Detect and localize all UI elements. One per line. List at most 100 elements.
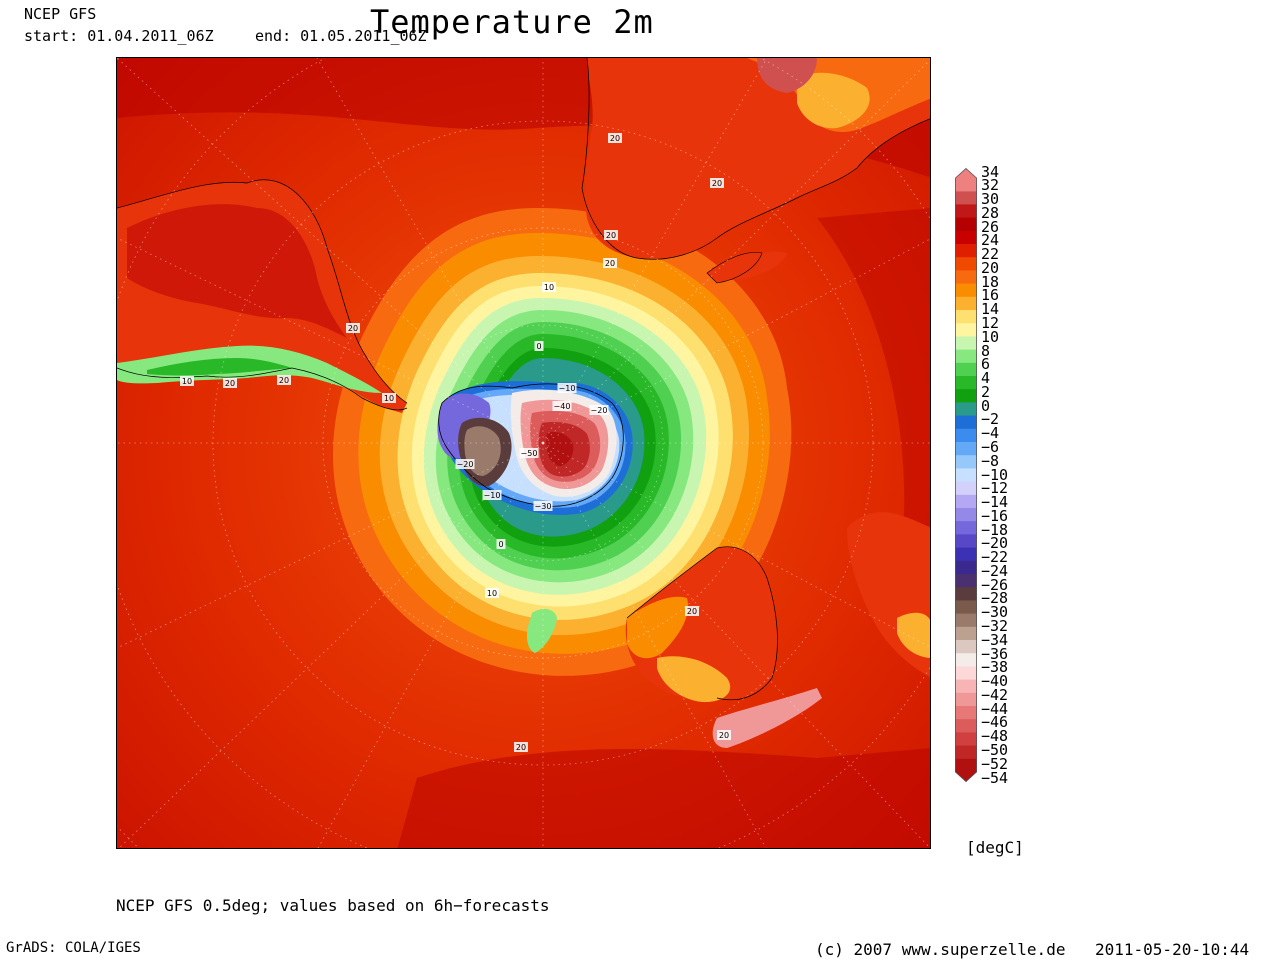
color-scale-swatch	[955, 666, 977, 681]
color-scale-label: −32	[981, 617, 1009, 635]
color-scale-label: −26	[981, 575, 1009, 594]
color-scale-label: 32	[981, 176, 1000, 195]
color-scale-swatch	[955, 521, 977, 535]
warm-band-east	[817, 208, 930, 578]
contour-label: 10	[382, 393, 396, 403]
color-scale-label: −20	[981, 534, 1009, 553]
color-scale-swatch	[955, 494, 977, 509]
color-scale-swatch	[955, 349, 977, 364]
color-scale-label: −2	[981, 410, 1000, 429]
color-scale-swatch	[955, 626, 977, 641]
color-scale-label: −8	[981, 451, 1000, 470]
svg-text:20: 20	[606, 231, 616, 240]
map-title: Temperature 2m	[370, 3, 654, 41]
svg-text:−50: −50	[521, 449, 538, 458]
contour-label: 20	[514, 742, 528, 752]
color-scale-label: 14	[981, 300, 1000, 319]
color-scale-swatch	[955, 296, 977, 311]
color-scale-label: 24	[981, 231, 1000, 250]
svg-text:0: 0	[498, 540, 503, 549]
color-scale-swatch	[955, 244, 977, 258]
footnote: NCEP GFS 0.5deg; values based on 6h−fore…	[116, 896, 550, 915]
color-scale-label: −40	[981, 672, 1009, 691]
color-scale-label: −38	[981, 658, 1009, 677]
contour-label: 20	[685, 606, 699, 616]
color-scale-swatch	[955, 560, 977, 575]
color-scale-label: 8	[981, 341, 991, 360]
svg-text:10: 10	[384, 394, 394, 403]
contour-label: 20	[717, 730, 731, 740]
color-scale-swatch	[955, 481, 977, 496]
color-scale-swatch	[955, 600, 977, 615]
color-scale-swatch	[955, 323, 977, 337]
color-scale-swatch	[955, 283, 977, 298]
color-scale-swatch	[955, 587, 977, 601]
color-scale-label: −48	[981, 727, 1009, 746]
svg-text:−20: −20	[591, 406, 608, 415]
contour-label: 20	[346, 323, 360, 333]
color-scale-swatch	[955, 362, 977, 377]
contour-label: −20	[589, 405, 609, 415]
svg-text:20: 20	[516, 743, 526, 752]
color-scale-label: −36	[981, 644, 1009, 663]
color-scale-swatch	[955, 613, 977, 628]
color-scale-label: −54	[981, 768, 1009, 787]
contour-labels: 20 20 20 20 20 20 20 20 20 20 10 10 10 10 0 0 −10 −10 −20 −…	[180, 133, 731, 752]
svg-text:10: 10	[487, 589, 497, 598]
svg-text:−20: −20	[457, 460, 474, 469]
svg-text:20: 20	[348, 324, 358, 333]
color-scale-label: 4	[981, 369, 991, 388]
color-scale-swatch	[955, 270, 977, 285]
color-scale-label: −46	[981, 713, 1009, 732]
svg-text:−10: −10	[484, 491, 501, 500]
color-scale-swatch	[955, 534, 977, 549]
contour-label: 10	[180, 376, 194, 386]
color-scale-outline	[955, 168, 977, 782]
color-scale-swatch	[955, 745, 977, 760]
color-scale-swatch	[955, 574, 977, 588]
warm-band-south	[397, 748, 930, 848]
antarctica-coastline	[438, 383, 624, 507]
color-scale-swatch	[955, 692, 977, 707]
color-scale-label: −14	[981, 493, 1009, 512]
color-scale-label: 16	[981, 286, 1000, 305]
svg-text:10: 10	[544, 283, 554, 292]
contour-label: 10	[485, 588, 499, 598]
contour-label: −50	[519, 448, 539, 458]
color-scale-swatch	[955, 376, 977, 390]
color-scale-label: −30	[981, 603, 1009, 622]
color-scale-swatch	[955, 402, 977, 417]
color-scale-label: 10	[981, 327, 1000, 346]
new-zealand	[527, 608, 557, 653]
color-scale-label: 2	[981, 382, 991, 401]
color-scale-label: 22	[981, 245, 1000, 264]
color-scale-swatch	[955, 415, 977, 430]
contour-label: −40	[552, 401, 572, 411]
svg-text:20: 20	[225, 379, 235, 388]
contour-label: 0	[534, 341, 544, 351]
contour-label: 20	[604, 230, 618, 240]
copyright: (c) 2007 www.superzelle.de	[815, 940, 1066, 959]
svg-text:10: 10	[182, 377, 192, 386]
south-america	[117, 179, 408, 413]
contour-label: 20	[608, 133, 622, 143]
color-scale-label: −10	[981, 465, 1009, 484]
color-scale-label: −12	[981, 479, 1009, 498]
color-scale-swatch	[955, 428, 977, 443]
contour-label: 20	[710, 178, 724, 188]
color-scale-swatch	[955, 442, 977, 456]
grads-credit: GrADS: COLA/IGES	[6, 940, 141, 956]
end-time: end: 01.05.2011_06Z	[255, 27, 427, 45]
svg-text:0: 0	[536, 342, 541, 351]
color-scale	[955, 168, 977, 782]
contour-label: 10	[542, 282, 556, 292]
color-scale-swatch	[955, 257, 977, 271]
svg-text:20: 20	[719, 731, 729, 740]
color-scale-swatch	[955, 191, 977, 205]
color-scale-label: −4	[981, 424, 1000, 443]
color-scale-swatch	[955, 336, 977, 351]
color-scale-swatch	[955, 204, 977, 219]
color-scale-label: 0	[981, 396, 991, 415]
africa	[581, 58, 930, 280]
color-scale-label: 20	[981, 258, 1000, 277]
